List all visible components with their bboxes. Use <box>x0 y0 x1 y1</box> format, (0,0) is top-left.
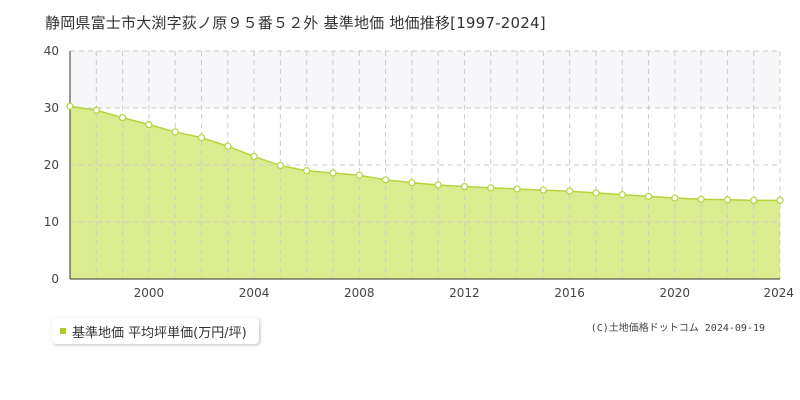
x-tick-label: 2000 <box>134 286 165 300</box>
data-point <box>303 167 311 175</box>
legend-label: 基準地価 平均坪単価(万円/坪) <box>72 325 247 341</box>
data-point <box>487 184 495 192</box>
data-point <box>566 187 574 195</box>
legend-swatch-icon <box>60 328 66 334</box>
y-tick-label: 10 <box>44 215 59 229</box>
data-point <box>592 189 600 197</box>
band-area <box>70 51 780 108</box>
data-point <box>539 186 547 194</box>
data-point <box>250 152 258 161</box>
y-tick-label: 30 <box>44 101 59 115</box>
x-tick-label: 2008 <box>344 286 375 300</box>
y-tick-label: 0 <box>51 272 59 286</box>
chart-title: 静岡県富士市大渕字荻ノ原９５番５２外 基準地価 地価推移[1997-2024] <box>45 14 546 32</box>
data-point <box>355 171 363 179</box>
x-tick-label: 2012 <box>449 286 480 300</box>
y-tick-label: 20 <box>44 158 59 172</box>
legend: 基準地価 平均坪単価(万円/坪) <box>52 318 259 344</box>
x-tick-label: 2024 <box>763 286 794 300</box>
x-tick-label: 2004 <box>239 286 270 300</box>
data-point <box>750 196 758 204</box>
data-point <box>513 185 521 193</box>
data-point <box>329 169 337 177</box>
data-point <box>776 196 784 204</box>
data-point <box>434 181 442 189</box>
data-point <box>276 161 284 170</box>
data-point <box>197 134 206 142</box>
data-point <box>145 120 153 129</box>
x-tick-label: 2020 <box>660 286 691 300</box>
data-point <box>92 106 100 114</box>
data-point <box>618 191 626 199</box>
data-point <box>66 102 74 110</box>
data-point <box>224 142 232 150</box>
data-point <box>381 176 390 184</box>
data-point <box>671 194 679 202</box>
y-tick-label: 40 <box>44 44 59 58</box>
data-point <box>697 195 705 203</box>
data-point <box>118 114 127 122</box>
data-point <box>460 183 469 191</box>
data-point <box>644 192 653 200</box>
series-line <box>69 105 780 202</box>
copyright-text: (C)土地価格ドットコム 2024-09-19 <box>590 323 765 334</box>
data-point <box>408 179 416 187</box>
data-point <box>723 196 732 204</box>
data-point <box>171 128 179 136</box>
series-area <box>70 106 780 279</box>
x-tick-label: 2016 <box>554 286 585 300</box>
